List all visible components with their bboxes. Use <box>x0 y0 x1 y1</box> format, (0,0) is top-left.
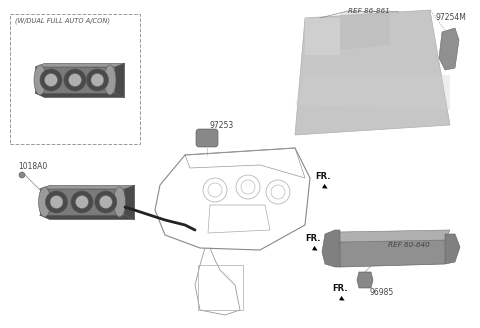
Polygon shape <box>439 28 459 70</box>
Text: 97253: 97253 <box>210 121 234 130</box>
Ellipse shape <box>45 73 58 87</box>
Polygon shape <box>445 234 460 264</box>
Ellipse shape <box>34 65 46 95</box>
Polygon shape <box>35 63 125 67</box>
Ellipse shape <box>71 191 93 213</box>
Ellipse shape <box>46 191 68 213</box>
Ellipse shape <box>99 195 112 209</box>
Bar <box>198 265 243 310</box>
Polygon shape <box>35 67 115 93</box>
Text: FR.: FR. <box>305 234 321 243</box>
Text: FR.: FR. <box>332 284 348 293</box>
Polygon shape <box>295 75 450 110</box>
Ellipse shape <box>104 65 116 95</box>
Polygon shape <box>39 189 124 215</box>
Polygon shape <box>322 230 340 267</box>
Polygon shape <box>39 215 135 219</box>
Circle shape <box>19 172 25 178</box>
Polygon shape <box>115 63 125 97</box>
Polygon shape <box>340 10 390 50</box>
Polygon shape <box>305 18 340 55</box>
Polygon shape <box>357 272 373 288</box>
Polygon shape <box>39 185 135 189</box>
Polygon shape <box>124 185 135 219</box>
Text: 1018A0: 1018A0 <box>18 162 47 171</box>
Polygon shape <box>35 93 125 97</box>
Bar <box>10 14 140 144</box>
Text: REF 86-861: REF 86-861 <box>348 8 390 14</box>
Polygon shape <box>338 230 450 242</box>
Ellipse shape <box>86 69 108 91</box>
Text: REF 60-640: REF 60-640 <box>388 242 430 248</box>
FancyBboxPatch shape <box>196 129 218 147</box>
Text: 97250A: 97250A <box>77 187 107 196</box>
Text: 97254M: 97254M <box>435 13 466 22</box>
Ellipse shape <box>95 191 117 213</box>
Polygon shape <box>335 240 455 267</box>
Ellipse shape <box>113 187 125 217</box>
Text: (W/DUAL FULL AUTO A/CON): (W/DUAL FULL AUTO A/CON) <box>15 18 110 25</box>
Text: FR.: FR. <box>315 172 331 181</box>
Ellipse shape <box>91 73 104 87</box>
Text: 96985: 96985 <box>370 288 394 297</box>
Ellipse shape <box>50 195 63 209</box>
Ellipse shape <box>75 195 88 209</box>
Ellipse shape <box>40 69 62 91</box>
Ellipse shape <box>38 187 50 217</box>
Text: 97250A: 97250A <box>80 65 109 74</box>
Polygon shape <box>295 10 450 135</box>
Ellipse shape <box>64 69 86 91</box>
Ellipse shape <box>69 73 82 87</box>
